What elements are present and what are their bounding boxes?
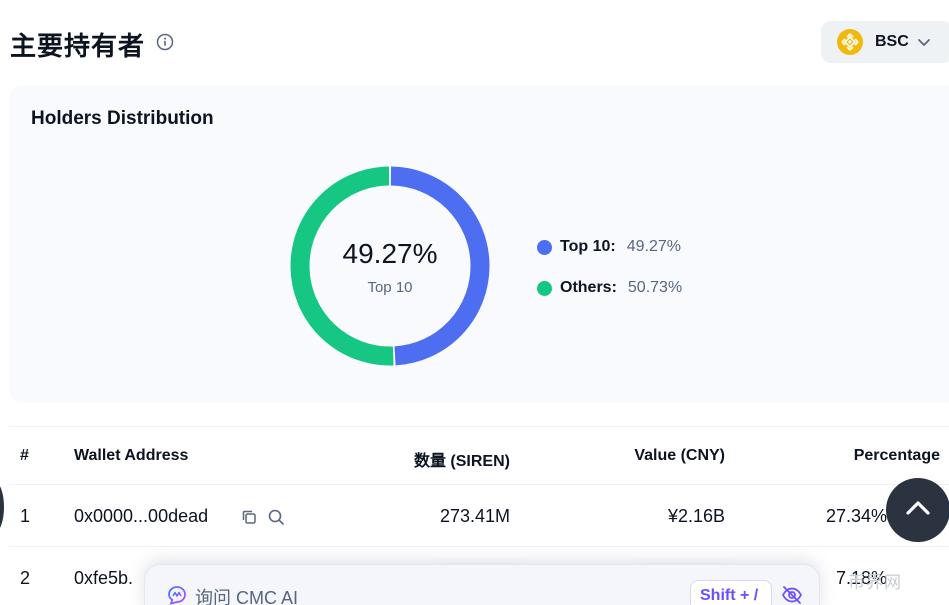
info-icon[interactable]: [156, 33, 174, 51]
legend-value: 50.73%: [627, 279, 683, 296]
table-row: 2 0xfe5b. 7.18%: [9, 546, 949, 605]
donut-center-value: 49.27%: [342, 238, 438, 269]
column-header-value[interactable]: Value (CNY): [634, 447, 725, 464]
donut-segment-others[interactable]: [290, 166, 394, 366]
eye-off-icon[interactable]: [781, 585, 803, 605]
ask-cmc-ai-bar[interactable]: 询问 CMC AI Shift + /: [144, 564, 820, 605]
row-value: ¥2.16B: [667, 506, 725, 526]
column-header-percentage[interactable]: Percentage: [853, 447, 940, 464]
chain-label: BSC: [875, 33, 909, 50]
chevron-down-icon: [918, 39, 930, 46]
table-header-row: # Wallet Address 数量 (SIREN) Value (CNY) …: [9, 426, 949, 484]
row-percentage: 27.34%: [825, 506, 887, 526]
column-header-wallet-address: Wallet Address: [74, 447, 189, 464]
row-rank: 2: [20, 568, 31, 588]
search-icon[interactable]: [267, 508, 285, 526]
legend-label: Others:: [560, 279, 617, 296]
side-panel-handle[interactable]: [0, 482, 4, 532]
bnb-chain-icon: [837, 29, 863, 55]
legend-dot: [537, 280, 552, 296]
row-percentage: 7.18%: [835, 568, 887, 588]
holders-donut-chart: [290, 166, 490, 366]
table-row: 1 0x0000...00dead 273.41M ¥2.16B 27.34%: [9, 484, 949, 546]
donut-center-label: Top 10: [367, 279, 413, 296]
page-header: 主要持有者 BSC: [0, 0, 949, 84]
shortcut-badge: Shift + /: [690, 580, 772, 605]
row-rank: 1: [20, 506, 31, 526]
column-header-rank: #: [20, 447, 29, 464]
chain-selector[interactable]: BSC: [821, 21, 949, 63]
legend-value: 49.27%: [626, 238, 681, 255]
page-title: 主要持有者: [10, 32, 146, 62]
holders-distribution-card: Holders Distribution 49.27% Top 10 Top 1…: [9, 85, 949, 403]
chevron-up-icon: [906, 501, 930, 515]
legend-label: Top 10:: [560, 238, 616, 255]
wallet-address-link[interactable]: 0xfe5b.: [74, 568, 134, 588]
scroll-to-top-button[interactable]: [886, 478, 949, 542]
wallet-address-link[interactable]: 0x0000...00dead: [74, 506, 209, 526]
distribution-title: Holders Distribution: [31, 108, 214, 129]
watermark-text: 币界网: [848, 573, 902, 593]
ai-sparkle-icon: [168, 586, 186, 605]
legend-item-top10: Top 10: 49.27%: [537, 236, 681, 258]
column-header-amount[interactable]: 数量 (SIREN): [413, 453, 510, 470]
row-amount: 273.41M: [439, 506, 510, 526]
legend-dot: [537, 239, 552, 255]
ai-bar-label: 询问 CMC AI: [195, 588, 299, 605]
copy-icon[interactable]: [240, 508, 258, 526]
legend-item-others: Others: 50.73%: [537, 277, 682, 299]
donut-segment-top10[interactable]: [390, 166, 490, 366]
